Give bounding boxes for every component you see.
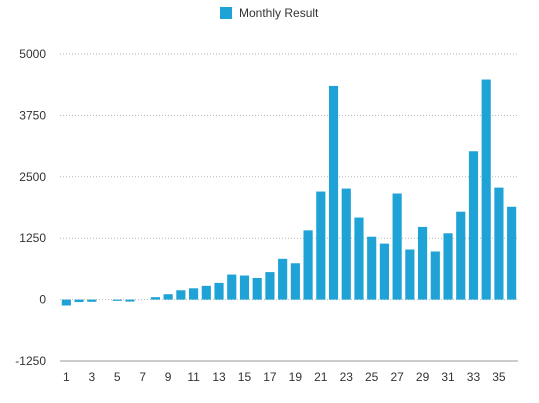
bar-10[interactable]: [176, 290, 186, 300]
x-tick-label: 1: [63, 370, 70, 384]
bars: [61, 79, 517, 306]
bar-12[interactable]: [201, 285, 211, 300]
bar-19[interactable]: [290, 263, 300, 300]
bar-25[interactable]: [367, 236, 377, 300]
bar-29[interactable]: [418, 226, 428, 300]
bar-28[interactable]: [405, 249, 415, 300]
y-tick-label: 0: [39, 293, 46, 307]
x-axis-tick-labels: 1 3 5 7 9 11 13 15 17 19 21 23 25 27 29 31 33 35: [63, 370, 506, 384]
bar-6[interactable]: [125, 299, 135, 302]
y-tick-label: 3750: [19, 108, 46, 122]
y-tick-label: -1250: [15, 354, 46, 368]
bar-35[interactable]: [494, 187, 504, 300]
bar-2[interactable]: [74, 299, 84, 303]
legend-label-monthly-result: Monthly Result: [239, 6, 319, 20]
bar-13[interactable]: [214, 282, 224, 300]
bar-33[interactable]: [468, 151, 479, 300]
y-tick-label: 5000: [19, 47, 46, 61]
x-tick-label: 3: [88, 370, 95, 384]
x-tick-label: 5: [114, 370, 121, 384]
x-tick-label: 27: [390, 370, 404, 384]
bar-27[interactable]: [392, 193, 402, 300]
y-axis-tick-labels: -1250 0 1250 2500 3750 5000: [15, 47, 46, 368]
x-tick-label: 11: [187, 370, 200, 384]
x-tick-label: 31: [441, 370, 455, 384]
bar-15[interactable]: [239, 275, 250, 300]
bar-11[interactable]: [189, 288, 199, 300]
x-tick-label: 33: [467, 370, 481, 384]
bar-31[interactable]: [443, 233, 453, 300]
bar-30[interactable]: [430, 251, 440, 300]
x-tick-label: 9: [165, 370, 172, 384]
x-tick-label: 29: [416, 370, 430, 384]
y-tick-label: 1250: [19, 231, 46, 245]
bar-14[interactable]: [227, 274, 237, 300]
x-tick-label: 21: [314, 370, 328, 384]
bar-22[interactable]: [328, 85, 339, 300]
y-tick-label: 2500: [19, 170, 46, 184]
bar-21[interactable]: [316, 191, 326, 300]
bar-34[interactable]: [481, 79, 491, 300]
bar-20[interactable]: [303, 230, 313, 300]
bar-1[interactable]: [61, 299, 71, 306]
bar-16[interactable]: [252, 277, 262, 300]
bar-3[interactable]: [87, 299, 97, 302]
bar-24[interactable]: [354, 217, 364, 300]
bar-5[interactable]: [112, 299, 122, 301]
bar-8[interactable]: [150, 297, 160, 300]
bar-23[interactable]: [341, 188, 351, 300]
bar-32[interactable]: [456, 211, 466, 300]
bar-26[interactable]: [379, 243, 389, 300]
legend[interactable]: Monthly Result: [220, 6, 319, 20]
x-tick-label: 15: [238, 370, 252, 384]
x-tick-label: 23: [340, 370, 354, 384]
x-tick-label: 19: [289, 370, 303, 384]
bar-18[interactable]: [278, 258, 288, 300]
x-tick-label: 35: [492, 370, 506, 384]
bar-17[interactable]: [265, 272, 275, 300]
legend-swatch-monthly-result: [220, 7, 232, 19]
bar-36[interactable]: [507, 206, 517, 300]
x-tick-label: 7: [139, 370, 146, 384]
x-tick-label: 17: [263, 370, 277, 384]
x-tick-label: 13: [212, 370, 226, 384]
bar-9[interactable]: [163, 294, 173, 300]
gridlines: [60, 53, 518, 362]
x-tick-label: 25: [365, 370, 379, 384]
